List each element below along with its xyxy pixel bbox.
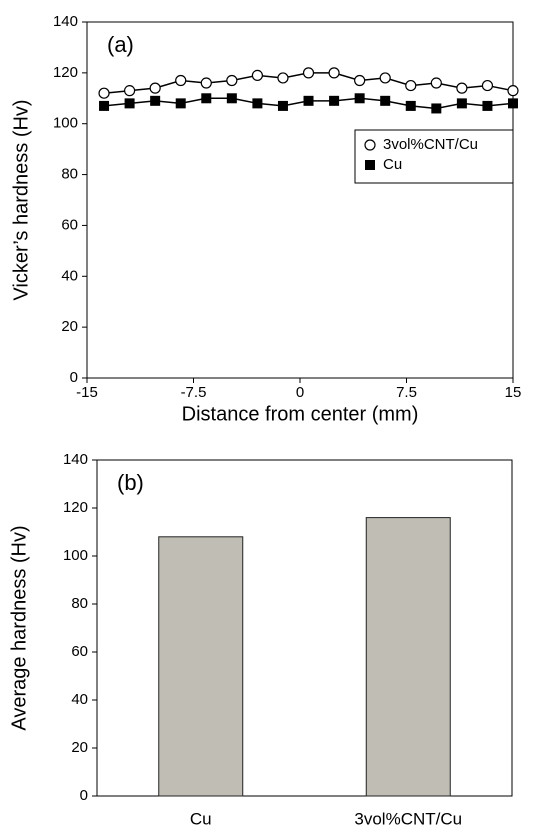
y-tick-label: 140 bbox=[53, 13, 78, 30]
y-tick-label: 0 bbox=[80, 787, 88, 804]
marker bbox=[456, 98, 467, 109]
legend-label: Cu bbox=[383, 156, 402, 173]
marker bbox=[328, 67, 340, 79]
legend-marker bbox=[364, 139, 376, 151]
y-tick-label: 100 bbox=[53, 115, 78, 132]
marker bbox=[380, 95, 391, 106]
marker bbox=[481, 79, 494, 92]
x-tick-label: 0 bbox=[296, 384, 304, 401]
bar bbox=[158, 536, 244, 797]
x-tick-label: 3vol%CNT/Cu bbox=[354, 809, 462, 828]
marker bbox=[303, 95, 314, 106]
y-tick-label: 120 bbox=[63, 499, 88, 516]
marker bbox=[405, 79, 417, 92]
bar bbox=[365, 517, 451, 797]
marker bbox=[175, 74, 187, 87]
y-tick-label: 60 bbox=[71, 643, 88, 660]
marker bbox=[329, 95, 340, 106]
marker bbox=[430, 77, 442, 89]
marker bbox=[354, 74, 366, 87]
marker bbox=[200, 77, 212, 89]
legend bbox=[354, 129, 514, 184]
marker bbox=[482, 100, 493, 111]
marker bbox=[508, 98, 518, 109]
marker bbox=[405, 100, 416, 111]
marker bbox=[226, 93, 237, 104]
marker bbox=[149, 82, 161, 94]
marker bbox=[98, 87, 110, 99]
y-tick-label: 60 bbox=[61, 216, 78, 233]
marker bbox=[175, 98, 186, 109]
marker bbox=[150, 95, 161, 106]
plot-area bbox=[96, 459, 513, 797]
marker bbox=[201, 93, 212, 104]
plot-area bbox=[86, 21, 514, 379]
y-tick-label: 0 bbox=[70, 369, 78, 386]
marker bbox=[226, 74, 238, 87]
marker bbox=[99, 100, 110, 111]
y-tick-label: 20 bbox=[61, 318, 78, 335]
y-tick-label: 100 bbox=[63, 547, 88, 564]
x-tick-label: 7.5 bbox=[396, 384, 417, 401]
marker bbox=[251, 69, 263, 82]
marker bbox=[507, 85, 519, 97]
x-axis-title: Distance from center (mm) bbox=[182, 403, 419, 425]
annotation: (b) bbox=[117, 470, 144, 495]
y-tick-label: 80 bbox=[71, 595, 88, 612]
legend-label: 3vol%CNT/Cu bbox=[383, 136, 478, 153]
y-tick-label: 20 bbox=[71, 739, 88, 756]
marker bbox=[456, 82, 468, 94]
marker bbox=[252, 98, 263, 109]
y-tick-label: 40 bbox=[61, 267, 78, 284]
annotation: (a) bbox=[107, 32, 134, 57]
marker bbox=[124, 98, 135, 109]
y-axis-title: Vicker’s hardness (Hv) bbox=[10, 99, 32, 300]
marker bbox=[379, 72, 391, 84]
x-tick-label: -7.5 bbox=[181, 384, 207, 401]
marker bbox=[277, 72, 289, 84]
x-tick-label: 15 bbox=[505, 384, 522, 401]
legend-marker bbox=[365, 160, 375, 170]
marker bbox=[302, 67, 315, 79]
y-tick-label: 140 bbox=[63, 451, 88, 468]
y-tick-label: 40 bbox=[71, 691, 88, 708]
y-axis-title: Average hardness (Hv) bbox=[8, 525, 30, 730]
marker bbox=[277, 100, 288, 111]
marker bbox=[354, 93, 365, 104]
y-tick-label: 80 bbox=[61, 166, 78, 183]
y-tick-label: 120 bbox=[53, 64, 78, 81]
x-tick-label: -15 bbox=[76, 384, 98, 401]
x-tick-label: Cu bbox=[190, 809, 212, 828]
marker bbox=[124, 85, 136, 97]
marker bbox=[431, 103, 442, 114]
